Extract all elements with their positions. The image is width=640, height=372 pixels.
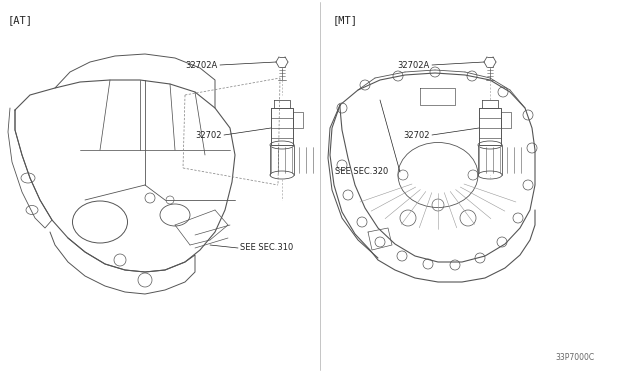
Text: 32702: 32702 [195, 131, 222, 140]
Text: SEE SEC.320: SEE SEC.320 [335, 167, 388, 176]
Text: [MT]: [MT] [333, 15, 358, 25]
Text: SEE SEC.310: SEE SEC.310 [240, 244, 293, 253]
Text: 32702A: 32702A [186, 61, 218, 70]
Text: 33P7000C: 33P7000C [555, 353, 594, 362]
Text: [AT]: [AT] [8, 15, 33, 25]
Text: 32702A: 32702A [397, 61, 430, 70]
Text: 32702: 32702 [403, 131, 430, 140]
